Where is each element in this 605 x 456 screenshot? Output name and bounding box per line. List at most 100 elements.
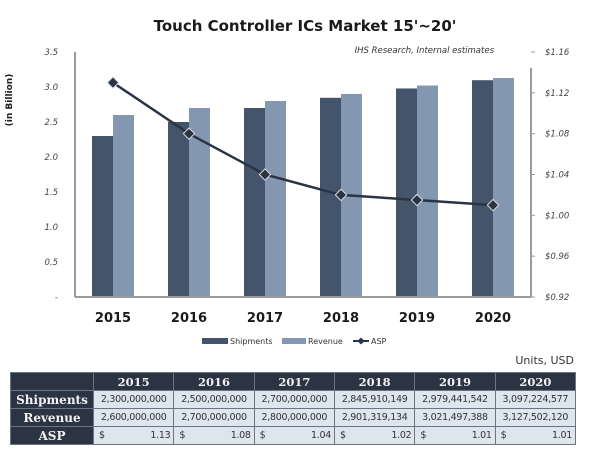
- table-cell: $1.13: [92, 426, 175, 445]
- legend-label-asp: ASP: [371, 337, 387, 346]
- combo-chart: Touch Controller ICs Market 15'~20' IHS …: [5, 17, 570, 346]
- x-tick-label: 2015: [95, 311, 131, 326]
- y2-tick-label: $1.16: [545, 48, 570, 58]
- bar-shipments-2016: [168, 122, 189, 297]
- y2-tick-label: $1.00: [545, 211, 569, 221]
- data-table: 2015 2016 2017 2018 2019 2020 Shipments …: [10, 372, 577, 445]
- table-cell: 2,845,910,149: [333, 390, 416, 409]
- y-tick-labels: - 0.5 1.0 1.5 2.0 2.5 3.0 3.5: [44, 48, 58, 303]
- y2-tick-label: $1.12: [545, 89, 569, 99]
- bar-revenue-2017: [265, 101, 286, 297]
- bar-revenue-2019: [417, 85, 438, 297]
- table-cell: 2,600,000,000: [92, 408, 175, 427]
- x-tick-labels: 2015 2016 2017 2018 2019 2020: [95, 311, 511, 326]
- table-cell: $1.01: [414, 426, 496, 445]
- table-row-revenue: Revenue 2,600,000,000 2,700,000,000 2,80…: [10, 408, 577, 427]
- table-cell: 2,300,000,000: [92, 390, 175, 409]
- column-header: 2020: [494, 372, 577, 391]
- legend-label-revenue: Revenue: [308, 337, 343, 346]
- marker-asp-2019: [410, 193, 424, 207]
- currency-symbol: $: [259, 430, 266, 441]
- table-cell: 3,127,502,120: [494, 408, 577, 427]
- currency-symbol: $: [500, 430, 507, 441]
- y-tick-label: 3.0: [44, 83, 58, 93]
- table-cell: 2,979,441,542: [414, 390, 496, 409]
- bar-shipments-2018: [320, 97, 341, 297]
- legend-marker-asp: [357, 337, 365, 345]
- y2-tick-label: $0.92: [545, 293, 569, 303]
- x-tick-label: 2017: [247, 311, 283, 326]
- column-header: 2016: [173, 372, 255, 391]
- column-header: 2019: [414, 372, 496, 391]
- y2-tick-label: $0.96: [545, 252, 570, 262]
- marker-asp-2015: [106, 76, 120, 89]
- chart-title: Touch Controller ICs Market 15'~20': [154, 17, 457, 35]
- cell-value: 1.02: [391, 430, 412, 441]
- y-tick-label: 1.5: [44, 188, 58, 198]
- table-cell: 3,097,224,577: [494, 390, 577, 409]
- row-header: ASP: [10, 426, 94, 445]
- cell-value: 1.01: [471, 430, 492, 441]
- chart-source-note: IHS Research, Internal estimates: [355, 46, 495, 56]
- bars-layer: [92, 78, 514, 298]
- table-header-row: 2015 2016 2017 2018 2019 2020: [10, 372, 577, 391]
- table-cell: 2,700,000,000: [173, 408, 255, 427]
- cell-value: 1.01: [552, 430, 572, 441]
- currency-symbol: $: [99, 430, 105, 441]
- y-tick-label: 1.0: [44, 223, 58, 233]
- table-corner-cell: [10, 372, 94, 391]
- column-header: 2015: [92, 372, 175, 391]
- table-row-shipments: Shipments 2,300,000,000 2,500,000,000 2,…: [10, 390, 577, 409]
- line-asp: [112, 81, 494, 207]
- y-axis-label: (in Billion): [5, 74, 15, 127]
- marker-asp-2020: [486, 198, 500, 212]
- x-tick-label: 2020: [475, 311, 511, 326]
- y2-tick-label: $1.04: [545, 171, 569, 181]
- cell-value: 1.08: [230, 430, 251, 441]
- bar-shipments-2015: [92, 136, 113, 297]
- currency-symbol: $: [179, 430, 186, 441]
- bar-revenue-2015: [113, 115, 134, 297]
- currency-symbol: $: [420, 430, 427, 441]
- legend-swatch-shipments: [202, 338, 228, 344]
- x-tick-label: 2019: [399, 311, 435, 326]
- y2-tick-labels: $0.92 $0.96 $1.00 $1.04 $1.08 $1.12 $1.16: [531, 48, 570, 303]
- legend-label-shipments: Shipments: [230, 337, 273, 346]
- table-cell: 2,500,000,000: [173, 390, 255, 409]
- marker-asp-2017: [258, 168, 272, 181]
- table-cell: 2,901,319,134: [333, 408, 416, 427]
- bar-revenue-2020: [493, 78, 514, 297]
- bar-shipments-2020: [472, 80, 493, 298]
- column-header: 2017: [253, 372, 335, 391]
- table-row-asp: ASP $1.13 $1.08 $1.04 $1.02 $1.01 $1.01: [10, 426, 577, 445]
- currency-symbol: $: [339, 430, 346, 441]
- cell-value: 1.04: [311, 430, 331, 441]
- y-tick-label: 3.5: [44, 48, 58, 58]
- column-header: 2018: [333, 372, 416, 391]
- asp-line-layer: [106, 76, 500, 212]
- x-tick-label: 2018: [323, 311, 359, 326]
- bar-shipments-2019: [396, 88, 417, 297]
- table-cell: $1.01: [494, 426, 577, 445]
- y-tick-label: 0.5: [44, 258, 58, 268]
- marker-asp-2018: [334, 188, 348, 202]
- y2-tick-label: $1.08: [545, 130, 570, 140]
- row-header: Revenue: [10, 408, 94, 427]
- legend: Shipments Revenue ASP: [202, 337, 387, 346]
- y-tick-label: -: [55, 293, 58, 303]
- bar-shipments-2017: [244, 108, 265, 297]
- table-cell: $1.04: [253, 426, 335, 445]
- y-tick-label: 2.0: [44, 153, 58, 163]
- row-header: Shipments: [10, 390, 94, 409]
- table-cell: $1.02: [333, 426, 416, 445]
- x-tick-label: 2016: [171, 311, 207, 326]
- marker-asp-2016: [182, 127, 196, 141]
- y-tick-label: 2.5: [44, 118, 58, 128]
- bar-revenue-2016: [189, 108, 210, 297]
- axes-layer: [74, 52, 532, 298]
- cell-value: 1.13: [150, 430, 171, 441]
- table-cell: 2,700,000,000: [253, 390, 335, 409]
- table-cell: 2,800,000,000: [253, 408, 335, 427]
- units-label: Units, USD: [515, 354, 574, 367]
- legend-swatch-revenue: [282, 338, 306, 344]
